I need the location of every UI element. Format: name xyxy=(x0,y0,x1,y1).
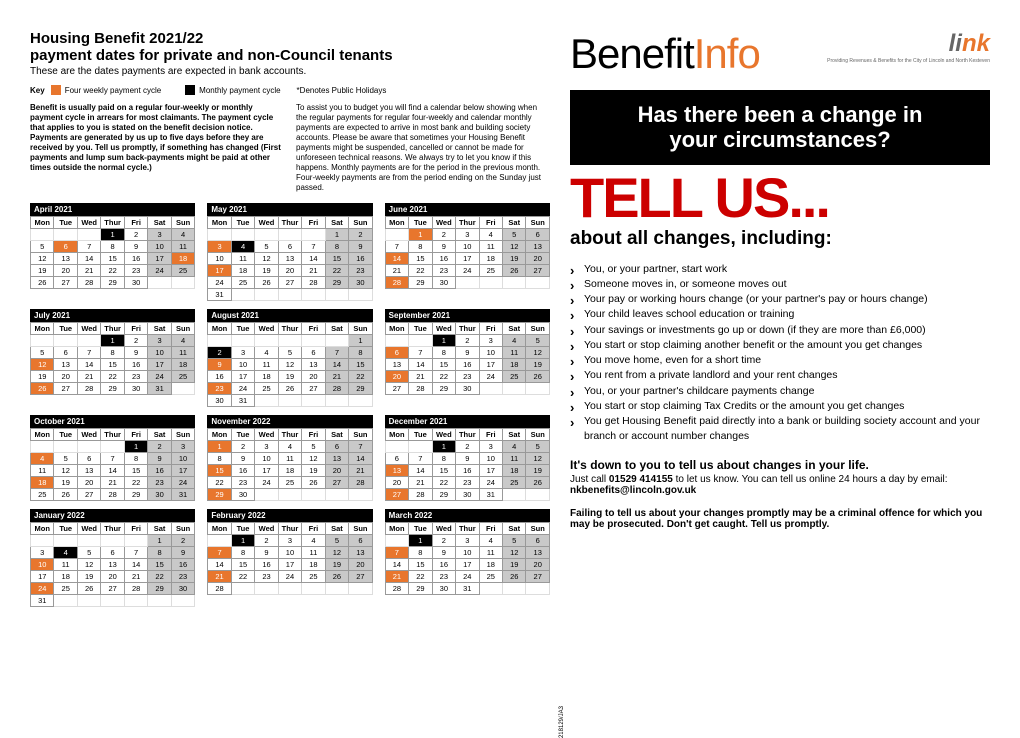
changes-list: You, or your partner, start workSomeone … xyxy=(570,262,990,445)
subtitle: These are the dates payments are expecte… xyxy=(30,66,550,77)
swatch-fourweekly xyxy=(51,85,61,95)
calendar-month: October 2021MonTueWedThurFriSatSun 12345… xyxy=(30,415,195,501)
closing-text: Just call 01529 414155 to let us know. Y… xyxy=(570,474,990,496)
changes-list-item: Your savings or investments go up or dow… xyxy=(570,323,990,338)
page-title: Housing Benefit 2021/22payment dates for… xyxy=(30,30,550,64)
calendar-month: November 2022MonTueWedThurFriSatSun12345… xyxy=(207,415,372,501)
changes-list-item: Your child leaves school education or tr… xyxy=(570,307,990,322)
changes-list-item: Someone moves in, or someone moves out xyxy=(570,277,990,292)
changes-list-item: You move home, even for a short time xyxy=(570,353,990,368)
calendar-month: July 2021MonTueWedThurFriSatSun 12345678… xyxy=(30,309,195,407)
calendar-month: March 2022MonTueWedThurFriSatSun 1234567… xyxy=(385,509,550,607)
change-banner: Has there been a change in your circumst… xyxy=(570,90,990,165)
changes-list-item: You, or your partner, start work xyxy=(570,262,990,277)
changes-list-item: You start or stop claiming Tax Credits o… xyxy=(570,399,990,414)
swatch-monthly xyxy=(185,85,195,95)
calendar-grid: April 2021MonTueWedThurFriSatSun 1234567… xyxy=(30,203,550,607)
link-logo: link Providing Revenues & Benefits for t… xyxy=(827,30,990,64)
calendar-month: June 2021MonTueWedThurFriSatSun 12345678… xyxy=(385,203,550,301)
warning-text: Failing to tell us about your changes pr… xyxy=(570,508,990,530)
changes-list-item: Your pay or working hours change (or you… xyxy=(570,292,990,307)
calendar-month: December 2021MonTueWedThurFriSatSun 1234… xyxy=(385,415,550,501)
about-heading: about all changes, including: xyxy=(570,228,990,250)
changes-list-item: You get Housing Benefit paid directly in… xyxy=(570,414,990,444)
brand-logo: BenefitInfo xyxy=(570,30,760,78)
changes-list-item: You, or your partner's childcare payment… xyxy=(570,384,990,399)
calendar-month: January 2022MonTueWedThurFriSatSun 12345… xyxy=(30,509,195,607)
closing-heading: It's down to you to tell us about change… xyxy=(570,458,990,472)
changes-list-item: You start or stop claiming another benef… xyxy=(570,338,990,353)
ref-code: 218129/JA3 xyxy=(559,706,565,738)
changes-list-item: You rent from a private landlord and you… xyxy=(570,368,990,383)
calendar-month: May 2021MonTueWedThurFriSatSun 123456789… xyxy=(207,203,372,301)
tell-us-heading: TELL US... xyxy=(570,171,990,224)
calendar-month: September 2021MonTueWedThurFriSatSun 123… xyxy=(385,309,550,407)
calendar-month: April 2021MonTueWedThurFriSatSun 1234567… xyxy=(30,203,195,301)
calendar-month: August 2021MonTueWedThurFriSatSun 123456… xyxy=(207,309,372,407)
calendar-month: February 2022MonTueWedThurFriSatSun 1234… xyxy=(207,509,372,607)
legend: Key Four weekly payment cycle Monthly pa… xyxy=(30,85,550,95)
intro-text: Benefit is usually paid on a regular fou… xyxy=(30,103,550,193)
